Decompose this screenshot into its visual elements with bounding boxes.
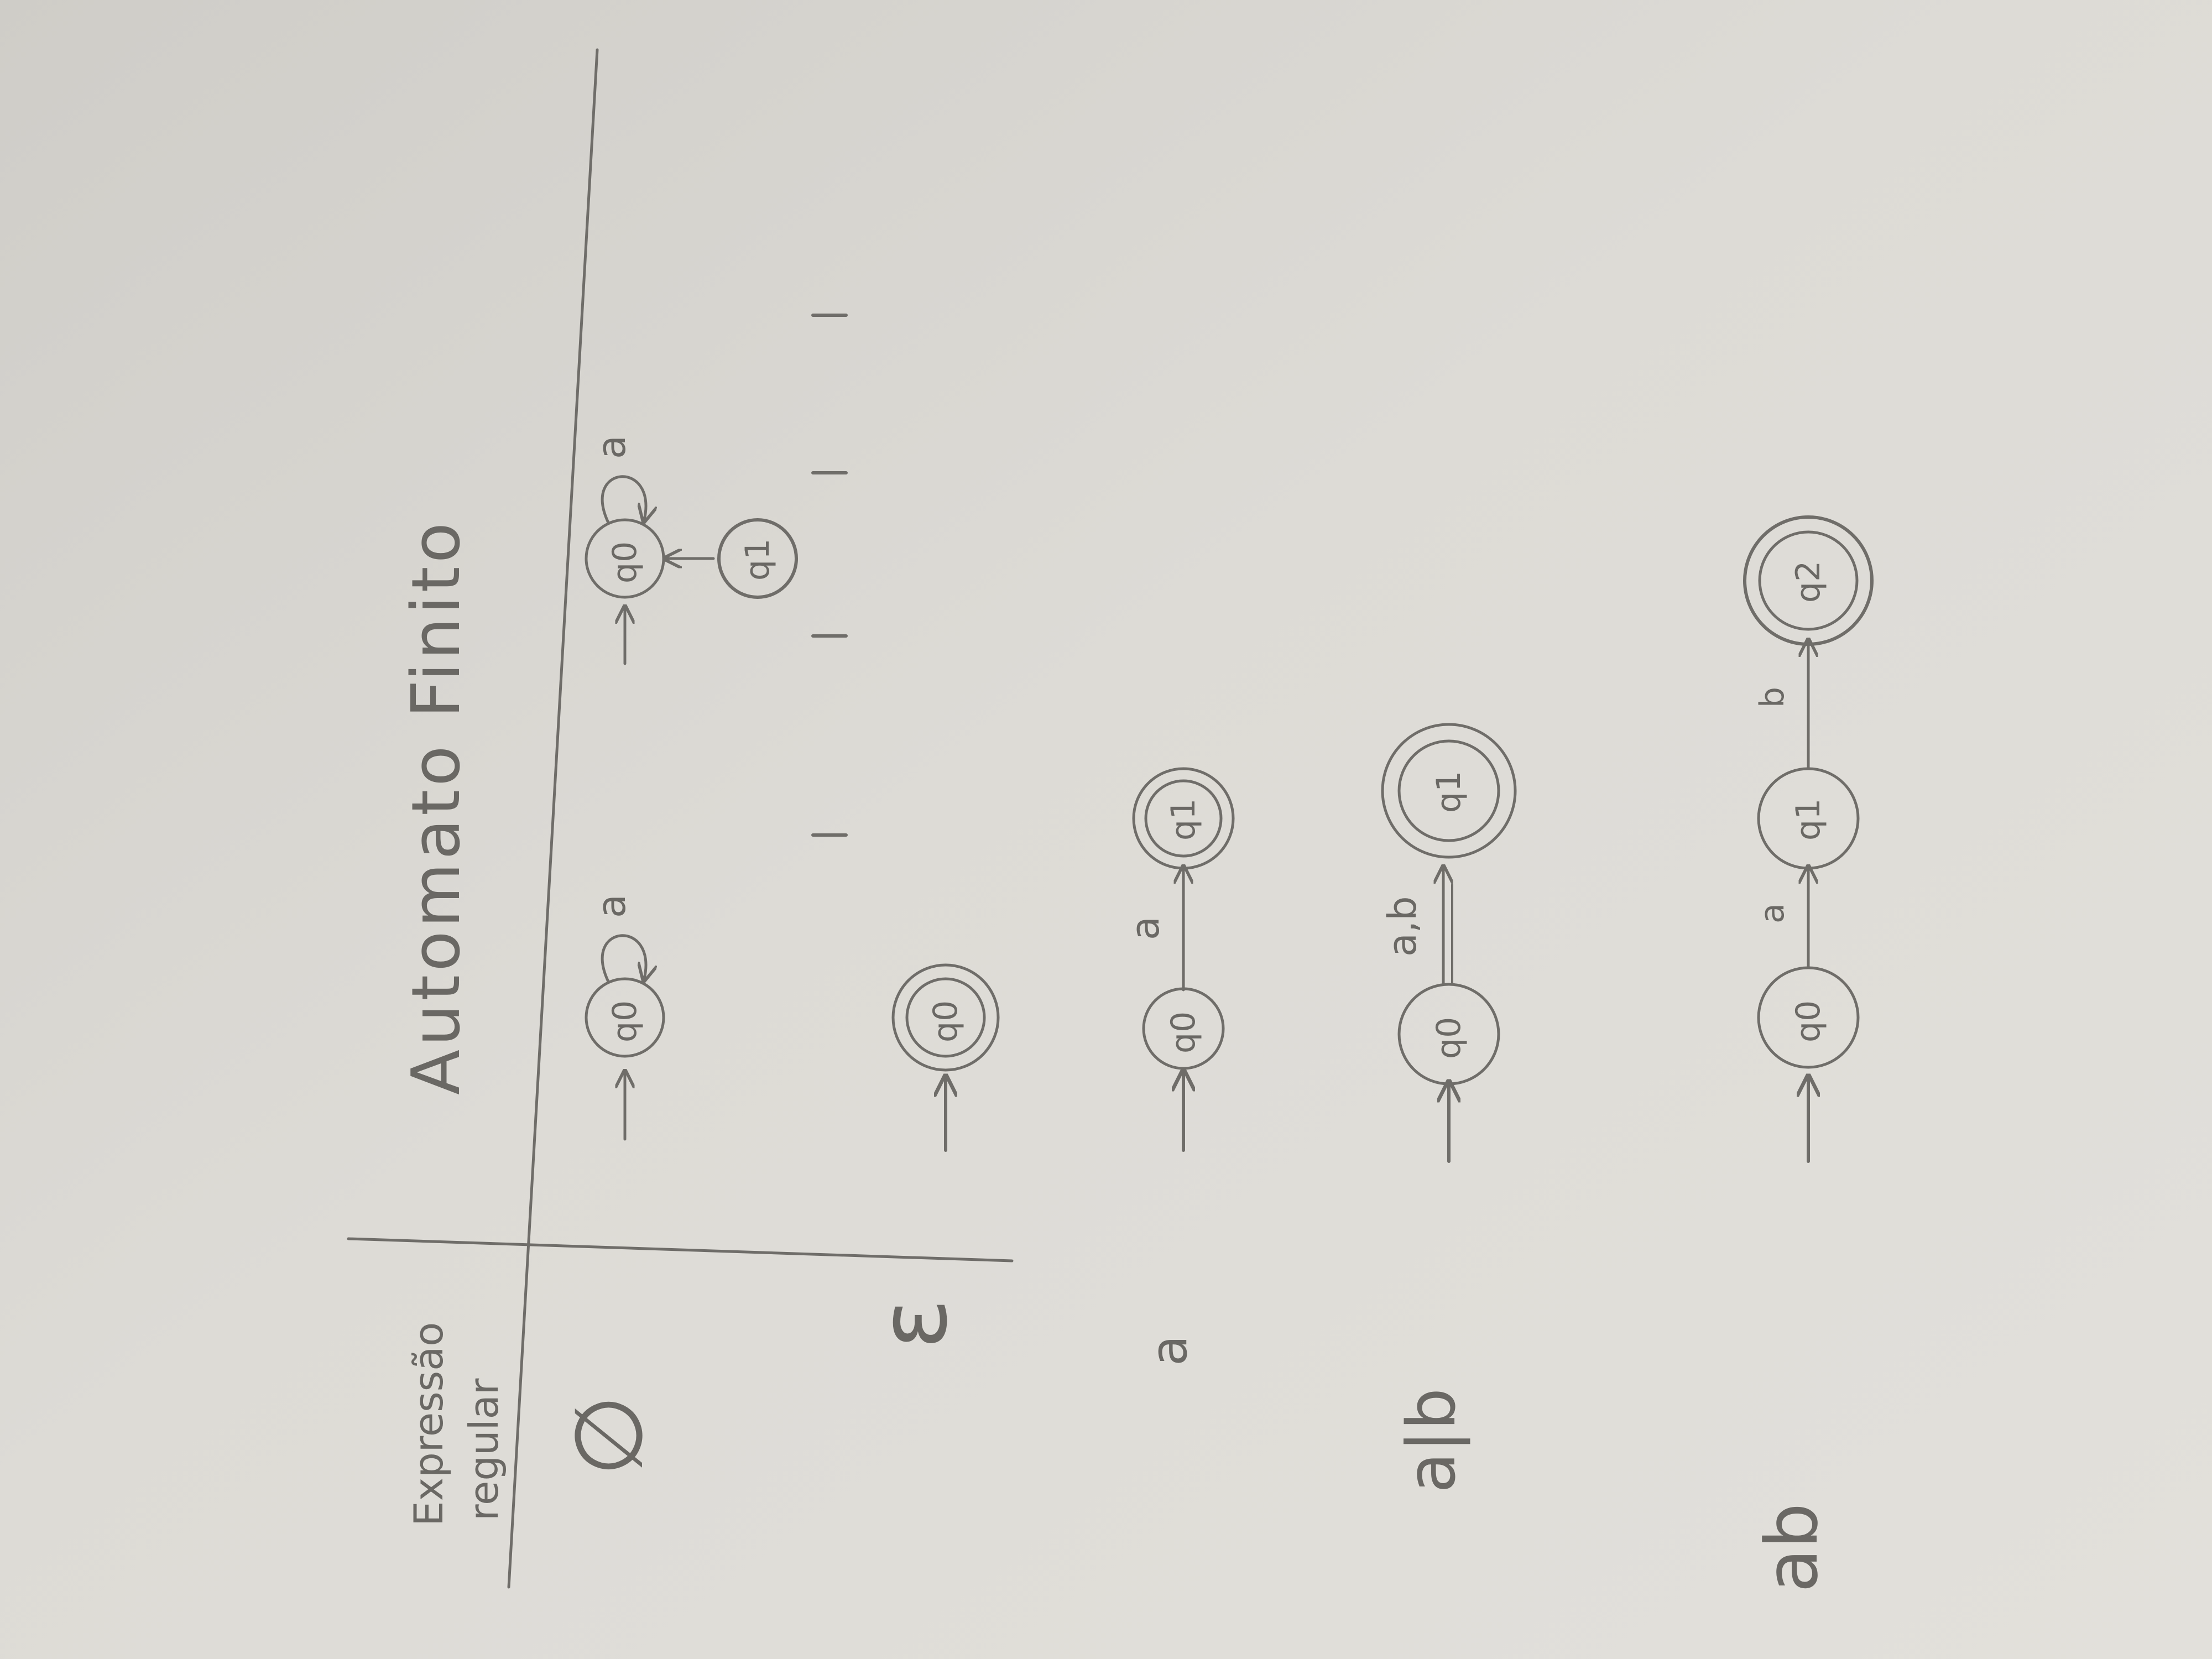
state-label-2: q0 (606, 541, 644, 583)
header-automaton: Automato Finito (398, 519, 475, 1095)
transition-2-label: b (1753, 687, 1792, 708)
accepting-state-outer (1132, 767, 1235, 870)
accepting-state-outer (891, 963, 1000, 1072)
state-from-label: q0 (1164, 1011, 1203, 1053)
row-a-or-b: a|b q0 a,b q1 (1380, 723, 1517, 1493)
row-ab: ab q0 a q1 b q2 (1743, 515, 1874, 1593)
transition-label: a,b (1380, 896, 1425, 957)
self-loop-arrow (601, 934, 646, 982)
loop-label: a (589, 894, 634, 918)
state-1-label: q1 (1789, 799, 1828, 841)
accepting-state-inner (905, 977, 986, 1058)
row-epsilon: ε q0 (859, 963, 1000, 1349)
state-0-label: q0 (1789, 1000, 1828, 1042)
accepting-state-outer (1743, 515, 1874, 646)
unreachable-state-label: q1 (738, 539, 777, 581)
expr-empty-set: ∅ (555, 1395, 664, 1477)
accepting-state-inner (1758, 530, 1859, 631)
self-loop-arrow-2 (601, 475, 646, 523)
accepting-state-inner (1144, 779, 1223, 858)
rotated-page: Expressão regular Automato Finito ∅ q0 a… (347, 48, 1874, 1593)
expr-ab: ab (1750, 1503, 1834, 1593)
state-label: q0 (926, 1000, 965, 1042)
header-expression-line1: Expressão (405, 1322, 452, 1526)
unreachable-state-circle (717, 518, 798, 599)
row-a: a q0 a q1 (1123, 767, 1235, 1366)
column-divider-line (347, 1237, 1014, 1262)
state-label: q0 (606, 1000, 644, 1042)
header-expression-line2: regular (461, 1378, 507, 1521)
state-from-circle (1397, 983, 1500, 1086)
loop-label-2: a (589, 435, 634, 459)
expr-a-or-b: a|b (1394, 1388, 1470, 1493)
state-2-label: q2 (1789, 561, 1828, 603)
transition-1-label: a (1753, 903, 1792, 924)
row-empty-set: ∅ q0 a q0 a q1 (555, 435, 798, 1477)
state-circle (585, 977, 665, 1058)
expr-epsilon: ε (859, 1298, 968, 1349)
state-from-label: q0 (1430, 1017, 1468, 1059)
header-divider-line (507, 48, 599, 1589)
accepting-state-outer (1381, 723, 1517, 859)
accepting-state-inner (1397, 739, 1500, 842)
expr-a: a (1140, 1335, 1198, 1366)
state-to-label: q1 (1164, 799, 1203, 841)
transition-label: a (1123, 916, 1168, 940)
state-to-label: q1 (1430, 771, 1468, 813)
